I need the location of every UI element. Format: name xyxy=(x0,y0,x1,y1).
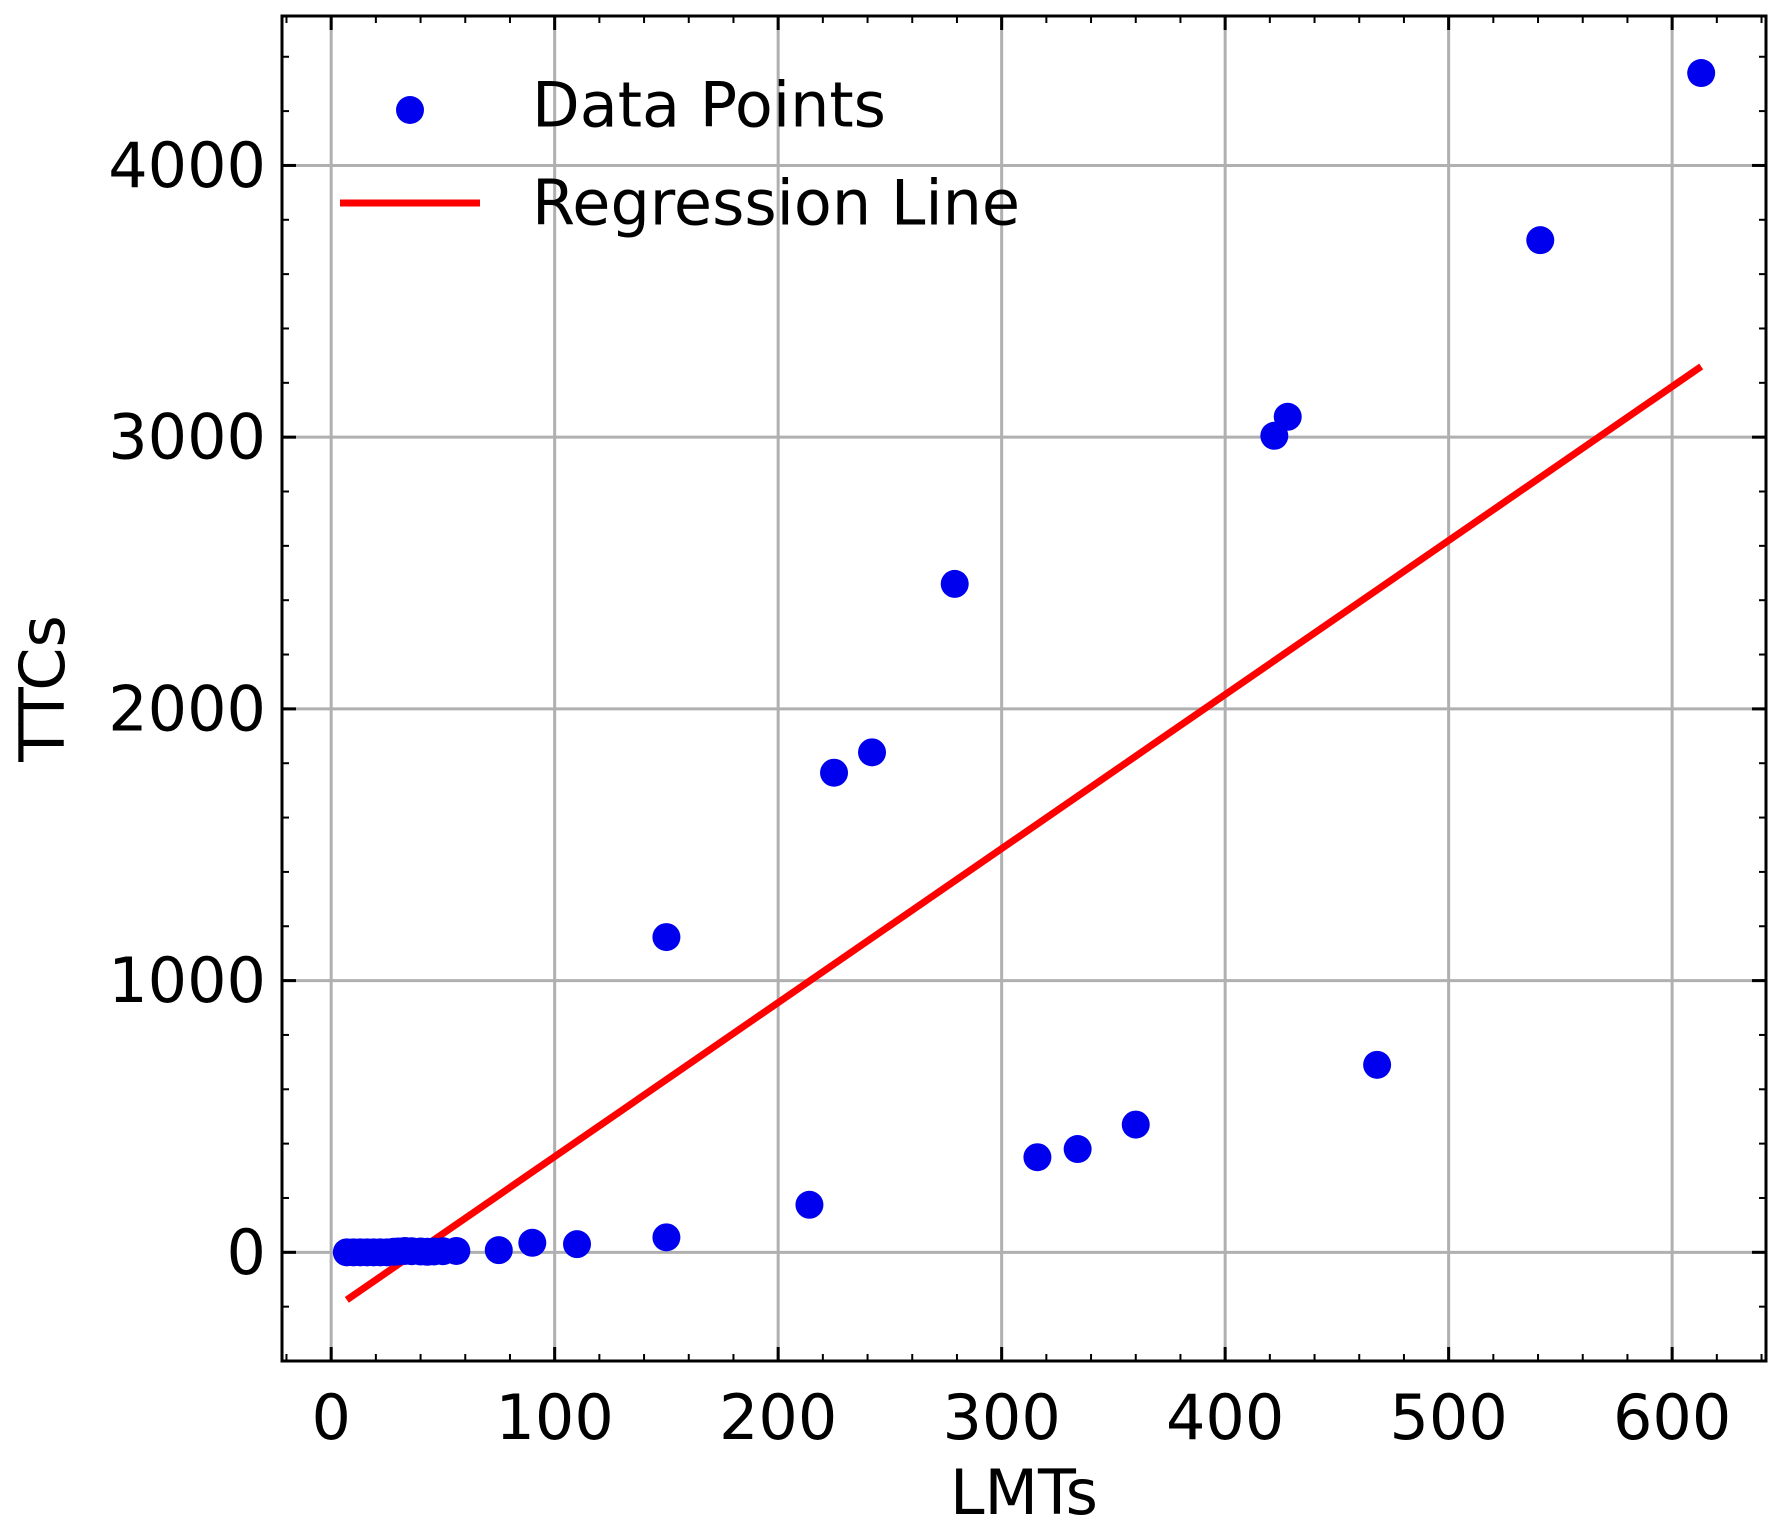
data-point xyxy=(1273,402,1302,431)
y-tick-label: 1000 xyxy=(108,944,266,1017)
y-axis-label: TTCs xyxy=(6,615,79,763)
x-tick-label: 300 xyxy=(942,1381,1060,1454)
x-tick-label: 200 xyxy=(719,1381,837,1454)
y-tick-label: 4000 xyxy=(108,129,266,202)
grid-lines xyxy=(282,16,1766,1361)
legend: Data Points Regression Line xyxy=(340,69,1020,240)
tick-labels: 0 100 200 300 400 500 600 0 1000 2000 3000 4000 xyxy=(108,129,1731,1454)
data-point xyxy=(940,569,969,598)
data-point xyxy=(1363,1050,1392,1079)
plot-frame xyxy=(280,14,1768,1363)
x-tick-label: 100 xyxy=(495,1381,613,1454)
y-tick-label: 0 xyxy=(227,1216,266,1289)
x-axis-label: LMTs xyxy=(950,1456,1098,1529)
data-point xyxy=(652,1223,681,1252)
x-tick-label: 500 xyxy=(1389,1381,1507,1454)
data-point xyxy=(563,1230,592,1259)
data-point xyxy=(858,738,887,767)
data-point xyxy=(442,1236,471,1265)
regression-line xyxy=(344,363,1704,1303)
data-point xyxy=(484,1236,513,1265)
y-tick-label: 3000 xyxy=(108,401,266,474)
data-point xyxy=(1023,1143,1052,1172)
major-ticks xyxy=(282,16,1766,1361)
x-tick-label: 400 xyxy=(1166,1381,1284,1454)
data-point xyxy=(1526,226,1555,255)
data-point xyxy=(1687,59,1716,88)
legend-marker-data-points xyxy=(396,96,424,124)
x-tick-label: 600 xyxy=(1613,1381,1731,1454)
data-point xyxy=(1121,1110,1150,1139)
data-point xyxy=(652,923,681,952)
data-point xyxy=(1063,1135,1092,1164)
data-points-layer xyxy=(332,59,1716,1267)
data-point xyxy=(518,1228,547,1257)
legend-label-data-points: Data Points xyxy=(532,69,886,142)
legend-label-regression-line: Regression Line xyxy=(532,167,1020,240)
y-tick-label: 2000 xyxy=(108,672,266,745)
regression-line-layer xyxy=(344,363,1704,1303)
data-point xyxy=(795,1190,824,1219)
data-point xyxy=(820,758,849,787)
x-tick-label: 0 xyxy=(311,1381,350,1454)
